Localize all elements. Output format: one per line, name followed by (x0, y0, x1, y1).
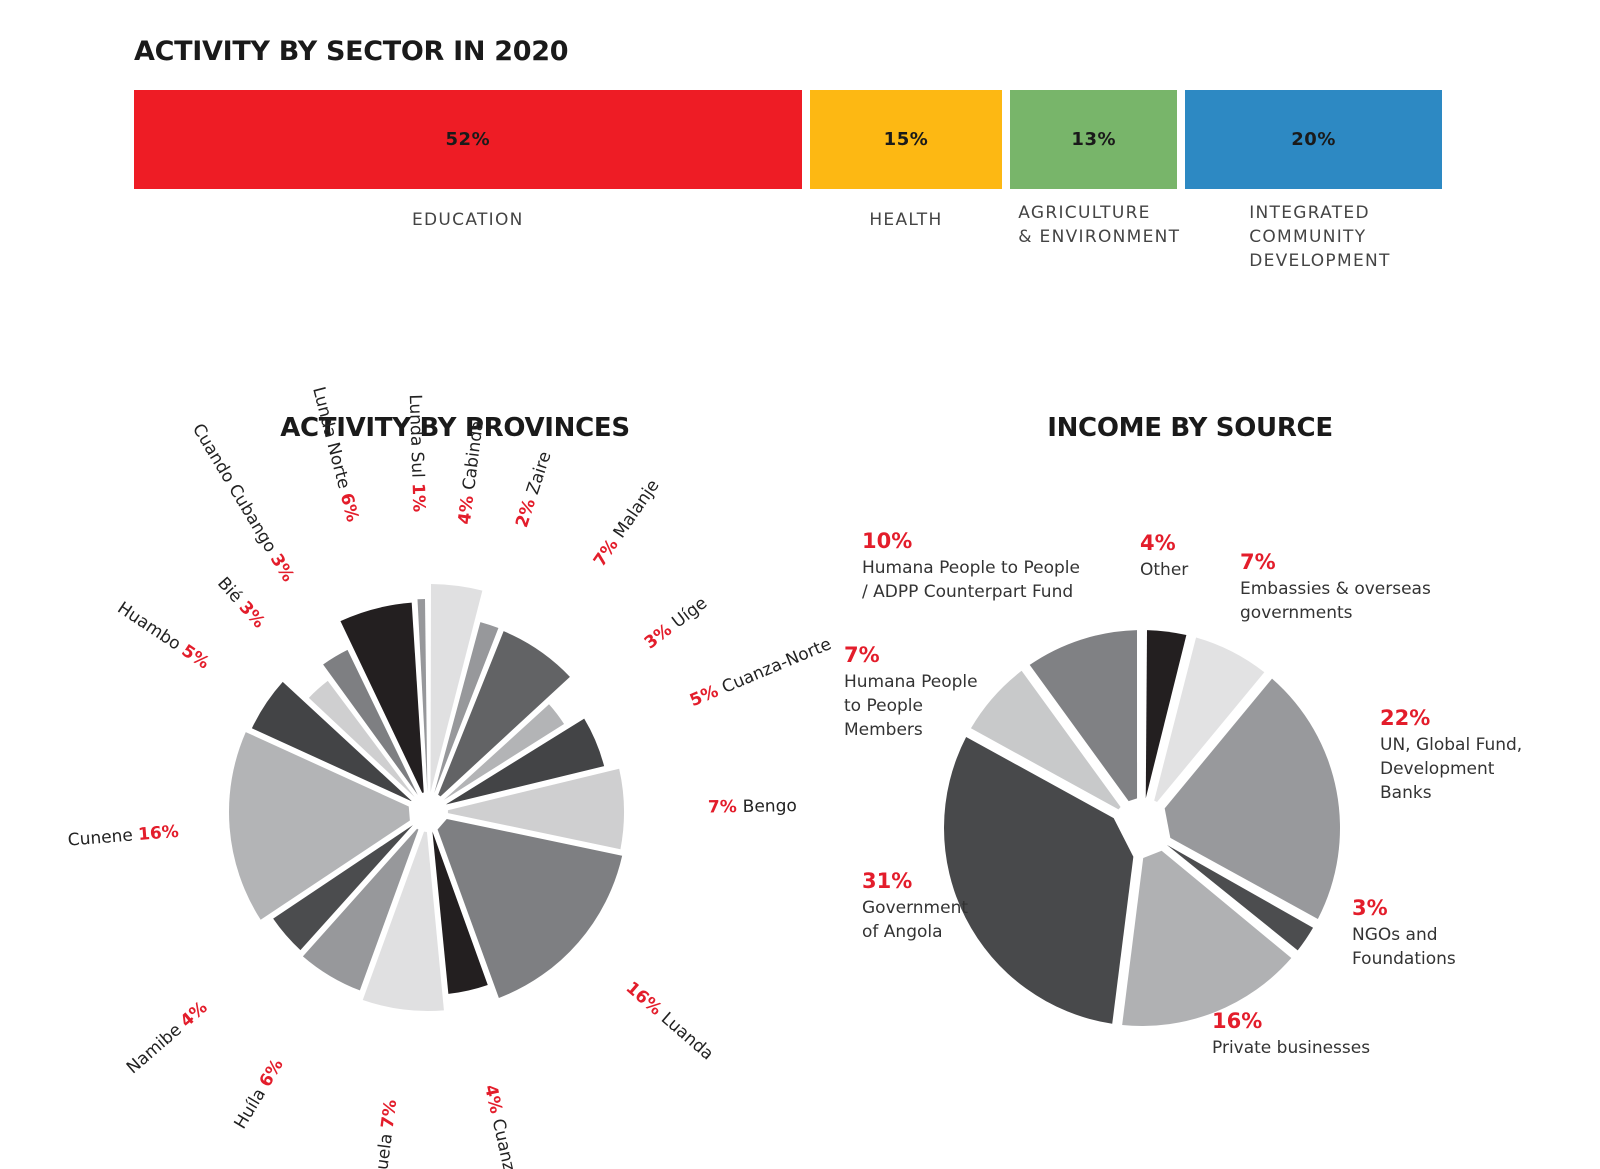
province-value-label: 7% (378, 1098, 401, 1129)
income-name-label: Government of Angola (862, 898, 969, 942)
income-name-label: Humana People to People Members (844, 672, 978, 740)
income-slice-other (1145, 630, 1187, 799)
sector-category-label: AGRICULTURE & ENVIRONMENT (1018, 203, 1181, 247)
income-name-label: Embassies & overseas governments (1240, 579, 1431, 623)
sector-stacked-bar: 52% EDUCATION 15% HEALTH 13% AGRICULTURE & EN… (0, 0, 1600, 300)
income-chart-title: INCOME BY SOURCE (1047, 413, 1333, 443)
income-value-label: 3% (1352, 896, 1388, 920)
province-slice-u-ge (443, 704, 565, 800)
province-slice-lunda-sul (417, 599, 428, 793)
province-slice-huambo (251, 681, 412, 802)
province-slice-luanda (437, 818, 623, 998)
province-slice-zaire (434, 622, 499, 793)
province-slice-bi (308, 680, 415, 798)
income-label-humana-people-to-people-members: 7% Humana People to People Members (844, 640, 978, 742)
income-slice-humana-people-to-people-adpp-counterpart-fund (1029, 630, 1138, 802)
province-label-lunda-sul: Lunda Sul 1% (405, 394, 429, 512)
province-slice-cuanza-sul (432, 831, 488, 994)
province-slice-lunda-norte (340, 602, 424, 793)
province-slice-cuando-cubango (323, 649, 418, 795)
sector-value-label: 52% (445, 129, 491, 150)
income-value-label: 16% (1212, 1009, 1263, 1033)
income-label-embassies-overseas-governments: 7% Embassies & overseas governments (1240, 547, 1431, 625)
income-label-other: 4% Other (1140, 528, 1188, 582)
income-name-label: UN, Global Fund, Development Banks (1380, 735, 1523, 803)
sector-chart-title: ACTIVITY BY SECTOR IN 2020 (134, 36, 569, 67)
income-value-label: 31% (862, 869, 913, 893)
income-slice-embassies-overseas-governments (1154, 637, 1265, 803)
income-slice-ngos-and-foundations (1166, 844, 1314, 951)
income-label-private-businesses: 16% Private businesses (1212, 1006, 1370, 1060)
province-name-label: Lunda Sul (405, 394, 428, 484)
income-value-label: 22% (1380, 706, 1431, 730)
province-slice-malanje (438, 631, 570, 797)
province-slice-benguela (362, 831, 444, 1011)
province-slice-bengo (447, 768, 624, 850)
province-slice-hu-la (302, 828, 419, 991)
income-label-un-global-fund-development-banks: 22% UN, Global Fund, Development Banks (1380, 703, 1522, 805)
income-slice-humana-people-to-people-members (970, 670, 1121, 810)
province-value-label: 1% (408, 483, 429, 512)
province-value-label: 4% (455, 489, 479, 526)
income-name-label: NGOs and Foundations (1352, 925, 1456, 969)
province-value-label: 7% (708, 797, 743, 818)
income-name-label: Other (1140, 560, 1189, 580)
sector-value-label: 15% (883, 129, 929, 150)
province-slice-cabinda (430, 584, 483, 793)
provinces-chart-title: ACTIVITY BY PROVINCES (280, 413, 630, 443)
sector-bar-education: 52% (134, 90, 802, 189)
income-slice-un-global-fund-development-banks (1164, 678, 1341, 919)
sector-value-label: 13% (1071, 129, 1117, 150)
sector-category-label: INTEGRATED COMMUNITY DEVELOPMENT (1249, 203, 1391, 271)
income-value-label: 7% (1240, 550, 1276, 574)
income-slice-private-businesses (1122, 850, 1292, 1026)
province-slice-cuanza-norte (446, 718, 605, 805)
sector-bar-integrated-community-development: 20% (1185, 90, 1442, 189)
province-name-label: Bengo (743, 796, 797, 817)
income-value-label: 4% (1140, 531, 1176, 555)
sector-value-label: 20% (1291, 129, 1336, 150)
province-slice-namibe (273, 825, 413, 951)
income-name-label: Private businesses (1212, 1038, 1371, 1058)
income-label-ngos-and-foundations: 3% NGOs and Foundations (1352, 893, 1456, 971)
sector-bar-agriculture-environment: 13% (1010, 90, 1178, 189)
income-value-label: 10% (862, 529, 913, 553)
income-label-government-of-angola: 31% Government of Angola (862, 866, 968, 944)
sector-category-label: EDUCATION (412, 210, 524, 230)
income-label-humana-people-to-people-adpp-counterpart-fund: 10% Humana People to People / ADPP Counte… (862, 526, 1080, 604)
sector-bar-health: 15% (809, 90, 1003, 189)
income-name-label: Humana People to People / ADPP Counterpa… (862, 558, 1080, 602)
province-label-bengo: 7% Bengo (708, 796, 797, 817)
income-slice-government-of-angola (943, 737, 1134, 1024)
sector-category-label: HEALTH (869, 210, 943, 230)
income-value-label: 7% (844, 643, 880, 667)
province-slice-cunene (228, 732, 410, 920)
province-value-label: 16% (137, 822, 179, 845)
